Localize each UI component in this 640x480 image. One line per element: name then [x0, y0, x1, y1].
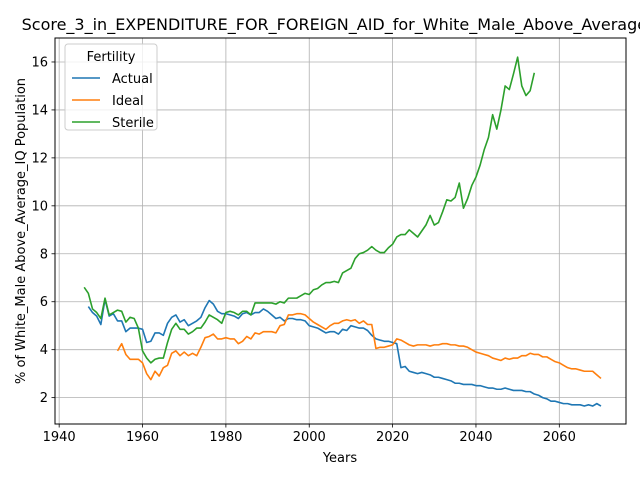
series-line-sterile: [83, 56, 536, 364]
legend: Fertility Actual Ideal Sterile: [64, 43, 158, 131]
legend-title: Fertility: [87, 50, 136, 65]
x-axis: 1940 1960 1980 2000 2020 2040 2060: [43, 424, 576, 445]
y-axis-label: % of White_Male Above_Average_IQ Populat…: [14, 78, 29, 384]
y-axis: 2 4 6 8 10 12 14 16: [31, 55, 55, 406]
chart-title: Score_3_in_EXPENDITURE_FOR_FOREIGN_AID_f…: [22, 15, 640, 35]
x-tick-label: 1980: [209, 430, 242, 445]
y-tick-label: 2: [40, 391, 48, 406]
x-tick-label: 2040: [459, 430, 492, 445]
legend-entries: Actual Ideal Sterile: [72, 72, 154, 131]
y-tick-label: 12: [31, 151, 48, 166]
x-tick-label: 1940: [43, 430, 76, 445]
x-tick-label: 2000: [293, 430, 326, 445]
series-line-actual: [87, 298, 602, 407]
legend-box: [64, 43, 158, 131]
grid: [55, 38, 626, 424]
legend-label-actual: Actual: [112, 72, 153, 87]
series-layer: [83, 56, 602, 407]
y-tick-label: 16: [31, 55, 48, 70]
y-tick-label: 14: [31, 103, 48, 118]
series-line-ideal: [116, 312, 602, 381]
y-tick-label: 4: [40, 343, 48, 358]
y-tick-label: 10: [31, 199, 48, 214]
legend-label-sterile: Sterile: [112, 116, 154, 131]
legend-label-ideal: Ideal: [112, 94, 144, 109]
y-tick-label: 6: [40, 295, 48, 310]
y-tick-label: 8: [40, 247, 48, 262]
x-axis-label: Years: [322, 451, 358, 466]
x-tick-label: 1960: [126, 430, 159, 445]
x-tick-label: 2060: [543, 430, 576, 445]
plot-frame: [54, 37, 627, 425]
x-tick-label: 2020: [376, 430, 409, 445]
